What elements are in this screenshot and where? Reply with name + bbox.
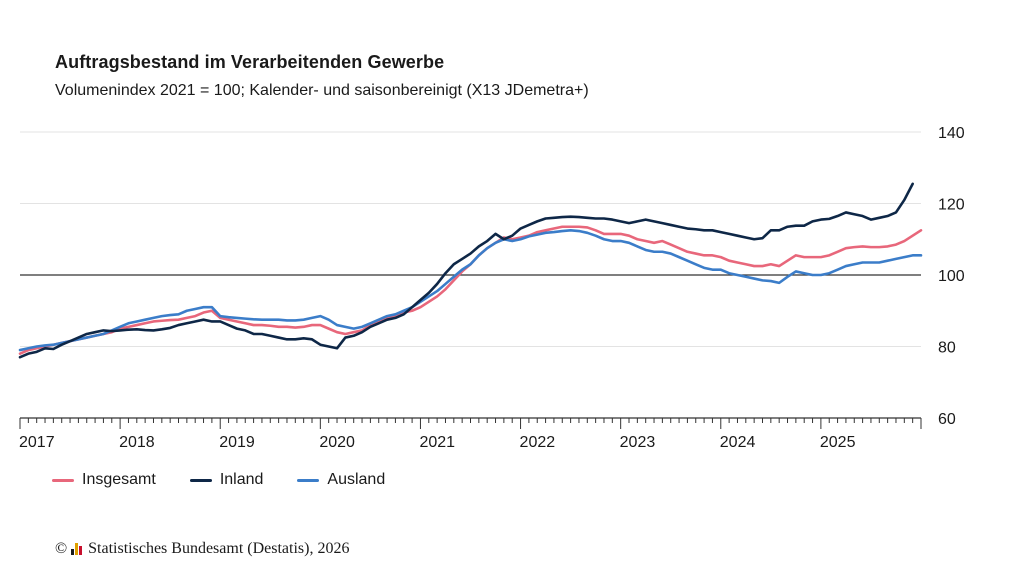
source-text: Statistisches Bundesamt (Destatis), 2026 (88, 540, 350, 557)
y-tick-label: 100 (938, 268, 965, 285)
x-tick-label: 2018 (119, 434, 155, 451)
series-lines (18, 182, 923, 359)
y-axis: 60 80 100 120 140 (938, 125, 965, 428)
legend-item-ausland[interactable]: Ausland (297, 471, 385, 489)
x-tick-label: 2019 (219, 434, 255, 451)
legend-item-inland[interactable]: Inland (189, 471, 264, 489)
legend-swatch-insgesamt (52, 478, 74, 482)
x-tick-label: 2022 (520, 434, 556, 451)
legend-label-inland: Inland (219, 471, 264, 488)
legend-swatch-ausland (297, 478, 320, 482)
series-line-insgesamt (18, 225, 923, 355)
legend-label-ausland: Ausland (327, 471, 386, 488)
grid (20, 131, 921, 347)
series-line-ausland (18, 229, 923, 352)
y-tick-label: 120 (938, 197, 965, 214)
destatis-logo-icon (71, 543, 83, 555)
x-tick-label: 2023 (620, 434, 656, 451)
legend-label-insgesamt: Insgesamt (82, 471, 156, 488)
y-tick-label: 80 (938, 340, 956, 357)
chart-title: Auftragsbestand im Verarbeitenden Gewerb… (55, 52, 445, 72)
x-tick-label: 2020 (319, 434, 355, 451)
legend-item-insgesamt[interactable]: Insgesamt (52, 471, 156, 489)
source-note: © Statistisches Bundesamt (Destatis), 20… (55, 540, 349, 558)
series-line-inland (18, 182, 914, 359)
legend: Insgesamt Inland Ausland (52, 471, 385, 489)
x-tick-label: 2021 (419, 434, 455, 451)
y-tick-label: 60 (938, 411, 956, 428)
y-tick-label: 140 (938, 125, 965, 142)
x-tick-label: 2017 (19, 434, 55, 451)
copyright-symbol: © (55, 540, 68, 557)
x-axis: 2017 2018 2019 2020 2021 2022 2023 2024 2025 (19, 417, 922, 451)
x-tick-label: 2025 (820, 434, 856, 451)
chart-subtitle: Volumenindex 2021 = 100; Kalender- und s… (55, 82, 589, 99)
x-tick-label: 2024 (720, 434, 756, 451)
legend-swatch-inland (189, 478, 212, 482)
